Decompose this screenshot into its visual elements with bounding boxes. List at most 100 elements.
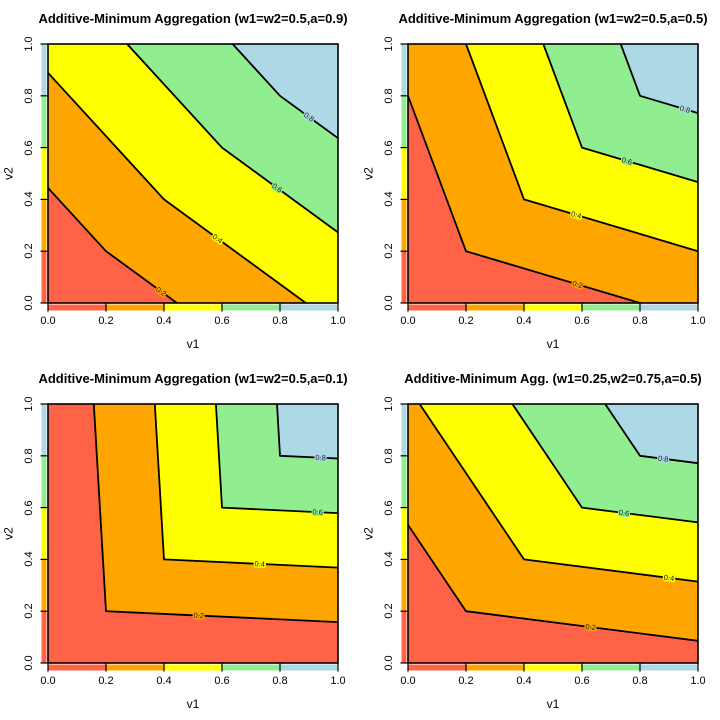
y-axis-label: v2 bbox=[1, 167, 16, 180]
contour-line bbox=[511, 403, 699, 524]
y-axis-color-strip-segment bbox=[41, 251, 47, 303]
y-tick-label: 0.4 bbox=[23, 551, 35, 568]
x-tick-label: 1.0 bbox=[690, 675, 706, 687]
plot-title: Additive-Minimum Aggregation (w1=w2=0.5,… bbox=[398, 11, 708, 26]
contour-band bbox=[48, 404, 338, 663]
x-tick-label: 0.4 bbox=[156, 315, 172, 327]
y-tick-label: 0.6 bbox=[23, 139, 35, 156]
contour-line bbox=[215, 403, 339, 514]
x-tick-label: 0.0 bbox=[400, 315, 416, 327]
contour-label: 0.4 bbox=[663, 573, 674, 583]
y-axis-color-strip-segment bbox=[401, 507, 407, 560]
contour-line bbox=[407, 95, 641, 304]
plot-box bbox=[47, 403, 339, 664]
x-axis-label: v1 bbox=[186, 337, 200, 351]
contour-line bbox=[126, 43, 339, 234]
y-tick-label: 0.0 bbox=[383, 295, 395, 311]
y-axis-color-strip-segment bbox=[41, 95, 47, 148]
y-tick-label: 0.2 bbox=[23, 603, 35, 619]
x-axis-label: v1 bbox=[546, 697, 560, 711]
y-tick-label: 0.6 bbox=[23, 499, 35, 516]
contour-label: 0.8 bbox=[657, 454, 668, 464]
x-axis-color-strip-segment bbox=[280, 304, 338, 311]
y-tick-label: 0.4 bbox=[383, 551, 395, 568]
y-tick-label: 0.6 bbox=[383, 499, 395, 516]
panel-top-left: Additive-Minimum Aggregation (w1=w2=0.5,… bbox=[0, 0, 360, 360]
y-axis-color-strip-segment bbox=[41, 559, 47, 612]
y-tick-label: 0.8 bbox=[383, 448, 395, 464]
contour-line bbox=[47, 187, 178, 304]
y-axis-color-strip-segment bbox=[401, 95, 407, 148]
x-axis-color-strip-segment bbox=[164, 304, 222, 311]
contour-line bbox=[542, 43, 699, 183]
x-axis-color-strip-segment bbox=[582, 664, 640, 671]
x-axis-color-strip-segment bbox=[222, 664, 280, 671]
x-axis-color-strip-segment bbox=[640, 304, 698, 311]
y-axis-color-strip-segment bbox=[41, 44, 47, 96]
y-axis-label: v2 bbox=[1, 527, 16, 540]
plot-box bbox=[407, 43, 699, 304]
contour-label: 0.2 bbox=[193, 611, 204, 620]
contour-line bbox=[231, 43, 339, 139]
y-axis-color-strip-segment bbox=[401, 251, 407, 303]
x-tick-label: 0.2 bbox=[458, 675, 474, 687]
contour-label: 0.2 bbox=[571, 279, 584, 291]
contour-plot-svg: 0.20.40.60.8 bbox=[40, 43, 339, 312]
x-axis-color-strip-segment bbox=[408, 304, 466, 311]
plot-title: Additive-Minimum Aggregation (w1=w2=0.5,… bbox=[38, 371, 348, 386]
x-axis-color-strip-segment bbox=[640, 664, 698, 671]
panel-top-right: Additive-Minimum Aggregation (w1=w2=0.5,… bbox=[360, 0, 720, 360]
contour-label: 0.4 bbox=[254, 559, 265, 568]
x-axis-color-strip-segment bbox=[280, 664, 338, 671]
y-axis-color-strip-segment bbox=[41, 507, 47, 560]
contour-line bbox=[153, 403, 339, 569]
y-tick-label: 0.2 bbox=[23, 243, 35, 259]
contour-line bbox=[92, 403, 339, 623]
x-axis-color-strip-segment bbox=[106, 664, 164, 671]
contour-plot-svg: 0.20.40.60.8 bbox=[400, 43, 699, 312]
x-tick-label: 0.0 bbox=[40, 315, 56, 327]
y-axis-color-strip-segment bbox=[41, 455, 47, 508]
y-tick-label: 0.4 bbox=[23, 191, 35, 208]
y-axis-color-strip-segment bbox=[401, 611, 407, 663]
x-tick-label: 0.8 bbox=[272, 315, 288, 327]
contour-band bbox=[48, 404, 338, 663]
contour-band bbox=[48, 187, 177, 303]
y-tick-label: 0.2 bbox=[383, 603, 395, 619]
x-tick-label: 0.2 bbox=[458, 315, 474, 327]
x-tick-label: 0.4 bbox=[156, 675, 172, 687]
y-tick-label: 0.0 bbox=[23, 655, 35, 671]
plot-title: Additive-Minimum Agg. (w1=0.25,w2=0.75,a… bbox=[404, 371, 702, 386]
x-axis-color-strip-segment bbox=[222, 304, 280, 311]
x-tick-label: 0.4 bbox=[516, 675, 532, 687]
y-axis-color-strip-segment bbox=[401, 455, 407, 508]
contour-line bbox=[619, 43, 699, 114]
y-tick-label: 0.0 bbox=[383, 655, 395, 671]
y-tick-label: 0.8 bbox=[383, 88, 395, 104]
panel-bottom-right: Additive-Minimum Agg. (w1=0.25,w2=0.75,a… bbox=[360, 360, 720, 720]
contour-band bbox=[408, 44, 698, 303]
x-tick-label: 1.0 bbox=[690, 315, 706, 327]
x-axis-color-strip-segment bbox=[106, 304, 164, 311]
contour-band bbox=[48, 72, 306, 303]
x-axis-color-strip-segment bbox=[408, 664, 466, 671]
y-tick-label: 0.2 bbox=[383, 243, 395, 259]
x-axis-color-strip-segment bbox=[466, 664, 524, 671]
contour-band bbox=[408, 524, 698, 663]
y-tick-label: 0.8 bbox=[23, 88, 35, 104]
x-tick-label: 0.6 bbox=[574, 315, 590, 327]
contour-line bbox=[407, 524, 699, 642]
y-tick-label: 0.8 bbox=[23, 448, 35, 464]
x-axis-color-strip-segment bbox=[48, 304, 106, 311]
y-tick-label: 0.6 bbox=[383, 139, 395, 156]
contour-band bbox=[408, 404, 698, 663]
x-tick-label: 0.6 bbox=[214, 675, 230, 687]
contour-plot-svg: 0.20.40.60.8 bbox=[400, 403, 699, 672]
plot-box bbox=[407, 403, 699, 664]
x-tick-label: 0.8 bbox=[632, 315, 648, 327]
y-axis-color-strip-segment bbox=[401, 404, 407, 456]
contour-label: 0.2 bbox=[585, 622, 596, 632]
x-axis-label: v1 bbox=[186, 697, 200, 711]
contour-line bbox=[47, 72, 307, 304]
y-tick-label: 1.0 bbox=[383, 36, 395, 52]
